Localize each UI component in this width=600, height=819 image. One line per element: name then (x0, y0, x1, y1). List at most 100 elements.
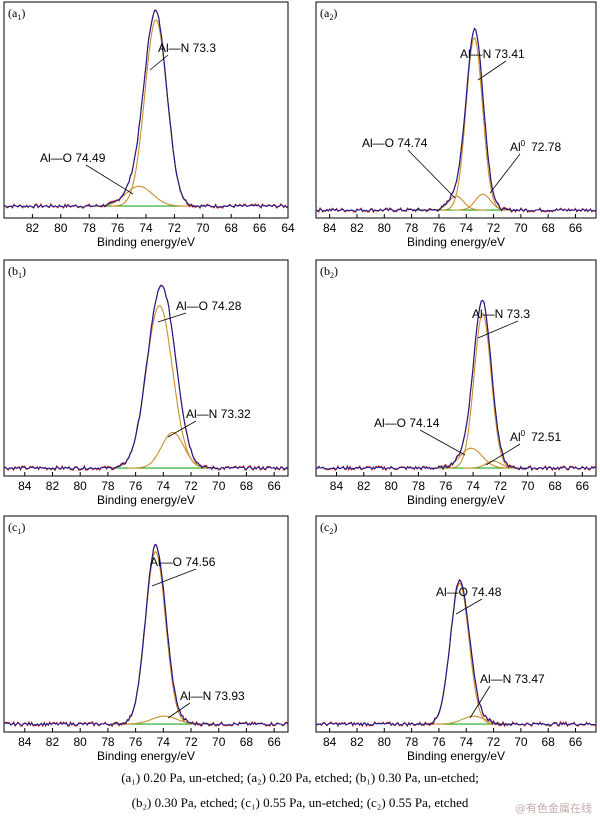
x-tick-label-a1-74: 74 (139, 221, 153, 235)
x-tick-label-a1-66: 66 (253, 221, 267, 235)
component-peak-b2-0 (448, 313, 517, 469)
peak-label-b2-1: Al—O 74.14 (374, 416, 440, 430)
x-tick-label-a1-82: 82 (26, 221, 40, 235)
x-tick-label-a1-76: 76 (111, 221, 125, 235)
x-axis-label-a2: Binding energy/eV (407, 235, 505, 249)
panel-frame-b2 (315, 259, 597, 477)
x-tick-label-b2-84: 84 (330, 479, 344, 493)
x-tick-label-c2-78: 78 (405, 735, 419, 749)
x-tick-label-a1-78: 78 (83, 221, 97, 235)
peak-label-a2-1: Al—O 74.74 (362, 136, 428, 150)
panel-label-c1: (c1) (8, 520, 25, 536)
x-tick-label-c2-70: 70 (514, 735, 528, 749)
component-peak-b2-2 (463, 460, 524, 469)
x-tick-label-c1-74: 74 (157, 735, 171, 749)
x-tick-label-b1-66: 66 (267, 479, 281, 493)
fitted-spectrum-c1 (3, 544, 289, 727)
x-tick-label-c1-68: 68 (240, 735, 254, 749)
peak-leader-a1-1 (85, 164, 134, 195)
fitted-spectrum-a1 (3, 9, 289, 208)
raw-spectrum-c1 (3, 543, 289, 728)
raw-spectrum-a2 (315, 27, 597, 214)
x-tick-label-b2-74: 74 (466, 479, 480, 493)
component-peak-c2-1 (429, 715, 518, 725)
peak-leader-a2-1 (407, 149, 456, 199)
x-tick-label-a2-76: 76 (432, 221, 446, 235)
x-tick-label-a2-78: 78 (405, 221, 419, 235)
peak-leader-a2-2 (489, 153, 521, 194)
peak-label-b2-0: Al—N 73.3 (472, 307, 530, 321)
x-tick-label-a1-64: 64 (281, 221, 295, 235)
peak-leader-c2-0 (455, 598, 483, 615)
x-tick-label-b1-72: 72 (184, 479, 198, 493)
fitted-spectrum-b2 (315, 299, 597, 470)
peak-leader-a1-0 (149, 54, 169, 71)
x-tick-label-c1-70: 70 (212, 735, 226, 749)
x-axis-label-c1: Binding energy/eV (97, 749, 195, 763)
x-tick-label-a2-68: 68 (542, 221, 556, 235)
x-tick-label-a1-80: 80 (54, 221, 68, 235)
x-tick-label-a2-72: 72 (487, 221, 501, 235)
x-tick-label-b2-82: 82 (357, 479, 371, 493)
x-tick-label-b2-76: 76 (439, 479, 453, 493)
panel-frame-a2 (315, 1, 597, 219)
fitted-spectrum-b1 (3, 285, 289, 471)
x-tick-label-a1-68: 68 (225, 221, 239, 235)
x-tick-label-a2-84: 84 (323, 221, 337, 235)
peak-label-c1-1: Al—N 73.93 (180, 689, 245, 703)
peak-label-b1-1: Al—N 73.32 (186, 407, 251, 421)
x-tick-label-c2-80: 80 (378, 735, 392, 749)
x-tick-label-c2-68: 68 (542, 735, 556, 749)
panel-frame-a1 (3, 1, 289, 219)
peak-label-a2-0: Al—N 73.41 (460, 47, 525, 61)
caption-line-2: (b₂) 0.30 Pa, etched; (c₁) 0.55 Pa, un-e… (131, 795, 469, 810)
panel-label-b2: (b2) (320, 264, 338, 280)
peak-leader-b1-1 (167, 420, 197, 438)
x-axis-label-a1: Binding energy/eV (97, 235, 195, 249)
x-tick-label-c2-76: 76 (432, 735, 446, 749)
x-tick-label-b2-78: 78 (412, 479, 426, 493)
raw-spectrum-b1 (3, 284, 289, 472)
peak-leader-b1-0 (157, 312, 187, 323)
x-tick-label-b2-68: 68 (548, 479, 562, 493)
x-tick-label-b2-72: 72 (494, 479, 508, 493)
fitted-spectrum-a2 (315, 27, 597, 213)
x-tick-label-a2-70: 70 (514, 221, 528, 235)
fitted-spectrum-c2 (315, 578, 597, 727)
panel-label-a1: (a1) (8, 6, 25, 22)
peak-label-c2-1: Al—N 73.47 (480, 672, 545, 686)
peak-label-c2-0: Al—O 74.48 (436, 585, 502, 599)
x-tick-label-a1-72: 72 (168, 221, 182, 235)
panel-frame-c1 (3, 515, 289, 733)
x-axis-label-b1: Binding energy/eV (97, 493, 195, 507)
peak-label-a2-2: Al0 72.78 (510, 139, 561, 154)
peak-leader-a2-0 (477, 60, 507, 81)
component-peak-c2-0 (422, 582, 497, 725)
peak-leader-c1-1 (167, 702, 191, 719)
component-peak-b1-1 (128, 431, 218, 469)
x-tick-label-a2-82: 82 (350, 221, 364, 235)
x-tick-label-a2-74: 74 (460, 221, 474, 235)
x-tick-label-b1-76: 76 (129, 479, 143, 493)
component-peak-a1-1 (85, 185, 193, 207)
raw-spectrum-b2 (315, 300, 597, 472)
peak-label-b1-0: Al—O 74.28 (176, 299, 242, 313)
x-tick-label-c2-72: 72 (487, 735, 501, 749)
x-tick-label-b2-70: 70 (521, 479, 535, 493)
panel-frame-c2 (315, 515, 597, 733)
x-tick-label-b1-68: 68 (240, 479, 254, 493)
component-peak-b1-0 (106, 305, 213, 469)
x-tick-label-c2-82: 82 (350, 735, 364, 749)
x-tick-label-b1-70: 70 (212, 479, 226, 493)
x-tick-label-b1-84: 84 (18, 479, 32, 493)
x-tick-label-b2-66: 66 (576, 479, 590, 493)
x-tick-label-a2-66: 66 (569, 221, 583, 235)
peak-label-a1-1: Al—O 74.49 (40, 151, 106, 165)
peak-leader-c1-0 (151, 568, 197, 587)
raw-spectrum-c2 (315, 578, 597, 728)
x-tick-label-c2-84: 84 (323, 735, 337, 749)
panel-label-b1: (b1) (8, 264, 26, 280)
panel-label-c2: (c2) (320, 520, 337, 536)
x-tick-label-b1-82: 82 (46, 479, 60, 493)
